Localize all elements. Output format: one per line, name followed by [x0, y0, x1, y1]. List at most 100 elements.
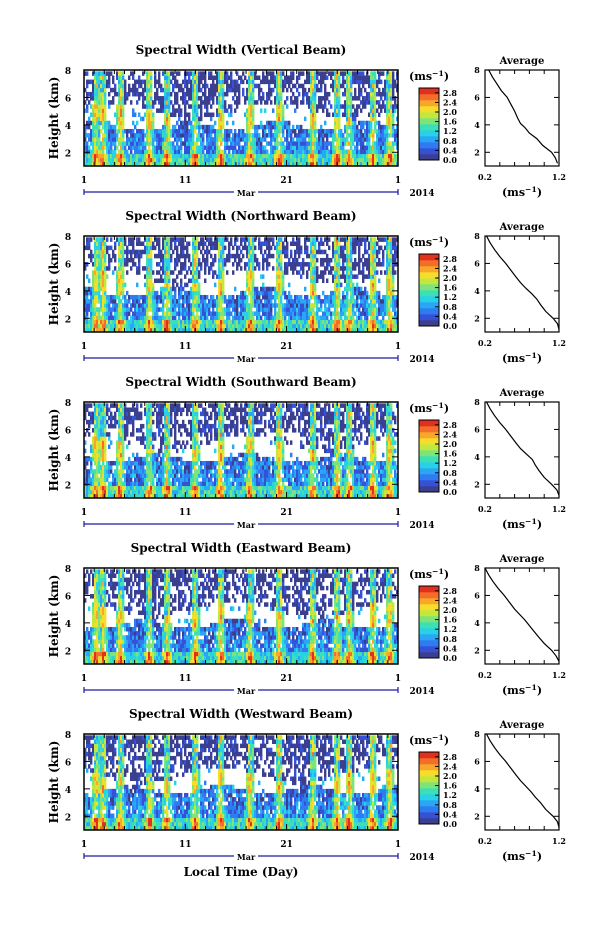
heat-cell — [228, 257, 231, 263]
heat-cell — [198, 145, 201, 150]
heat-cell — [228, 104, 231, 109]
heat-cell — [302, 100, 305, 105]
heat-cell — [312, 266, 315, 271]
heat-cell — [206, 153, 209, 159]
heat-cell — [120, 262, 123, 267]
heat-cell — [108, 266, 111, 271]
heat-cell — [114, 153, 117, 159]
heat-cell — [150, 315, 153, 321]
heat-cell — [108, 323, 111, 329]
heat-cell — [324, 149, 327, 155]
heat-cell — [238, 91, 241, 97]
heat-cell — [326, 141, 329, 146]
heat-cell — [280, 307, 283, 312]
heat-cell — [334, 237, 337, 242]
heat-cell — [192, 249, 195, 255]
heat-cell — [228, 315, 231, 321]
heat-cell — [396, 145, 399, 150]
heat-cell — [338, 245, 341, 251]
heat-cell — [242, 128, 245, 134]
heat-cell — [196, 124, 199, 130]
heat-cell — [302, 262, 305, 267]
heat-cell — [360, 79, 363, 85]
heat-cell — [126, 137, 129, 142]
heat-cell — [196, 137, 199, 142]
heat-cell — [94, 286, 97, 292]
heat-cell — [170, 323, 173, 329]
heat-cell — [278, 290, 281, 296]
heat-cell — [350, 75, 353, 80]
heat-cell — [284, 245, 287, 251]
heat-cell — [192, 274, 195, 279]
heat-cell — [362, 153, 365, 159]
heat-cell — [200, 294, 203, 300]
heat-cell — [168, 91, 171, 97]
heat-cell — [312, 278, 315, 284]
heat-cell — [312, 323, 315, 329]
heat-cell — [350, 145, 353, 150]
heat-cell — [380, 157, 383, 163]
heat-cell — [352, 75, 355, 80]
heat-cell — [184, 274, 187, 279]
heat-cell — [334, 278, 337, 284]
heat-cell — [182, 286, 185, 292]
heat-cell — [194, 262, 197, 267]
heat-cell — [316, 278, 319, 284]
heat-cell — [244, 112, 247, 118]
heat-cell — [200, 104, 203, 109]
heat-cell — [358, 120, 361, 126]
heat-cell — [146, 303, 149, 308]
heat-cell — [332, 290, 335, 296]
heat-cell — [324, 120, 327, 126]
heat-cell — [158, 153, 161, 159]
heat-cell — [312, 112, 315, 118]
heat-cell — [88, 303, 91, 308]
heat-cell — [218, 245, 221, 251]
heat-cell — [224, 137, 227, 142]
heat-cell — [314, 112, 317, 118]
heat-cell — [284, 262, 287, 267]
heat-cell — [182, 133, 185, 138]
heat-cell — [268, 161, 271, 167]
heat-cell — [332, 266, 335, 271]
heat-cell — [304, 128, 307, 134]
heat-cell — [206, 108, 209, 113]
heat-cell — [372, 116, 375, 122]
heat-cell — [310, 311, 313, 316]
heat-cell — [348, 83, 351, 89]
heat-cell — [372, 71, 375, 76]
heat-cell — [382, 124, 385, 130]
heat-cell — [390, 104, 393, 109]
heat-cell — [286, 161, 289, 167]
heat-cell — [164, 91, 167, 97]
average-y-tick-label: 2 — [474, 147, 480, 157]
heat-cell — [98, 237, 101, 242]
heat-cell — [120, 286, 123, 292]
heat-cell — [118, 315, 121, 321]
heat-cell — [362, 149, 365, 155]
heat-cell — [106, 161, 109, 167]
heat-cell — [218, 128, 221, 134]
heat-cell — [278, 153, 281, 159]
heat-cell — [252, 124, 255, 130]
heat-cell — [262, 96, 265, 101]
heat-cell — [320, 87, 323, 93]
heat-cell — [168, 307, 171, 312]
heat-cell — [206, 311, 209, 316]
heat-cell — [144, 311, 147, 316]
heat-cell — [180, 161, 183, 167]
heat-cell — [160, 249, 163, 255]
heat-cell — [340, 249, 343, 255]
heat-cell — [256, 319, 259, 325]
heat-cell — [110, 319, 113, 325]
heat-cell — [188, 112, 191, 118]
heat-cell — [282, 270, 285, 275]
heat-cell — [314, 96, 317, 101]
heat-cell — [118, 141, 121, 146]
heat-cell — [220, 245, 223, 251]
heat-cell — [196, 161, 199, 167]
heat-cell — [194, 96, 197, 101]
heat-cell — [146, 71, 149, 76]
heat-cell — [144, 319, 147, 325]
heat-cell — [156, 145, 159, 150]
